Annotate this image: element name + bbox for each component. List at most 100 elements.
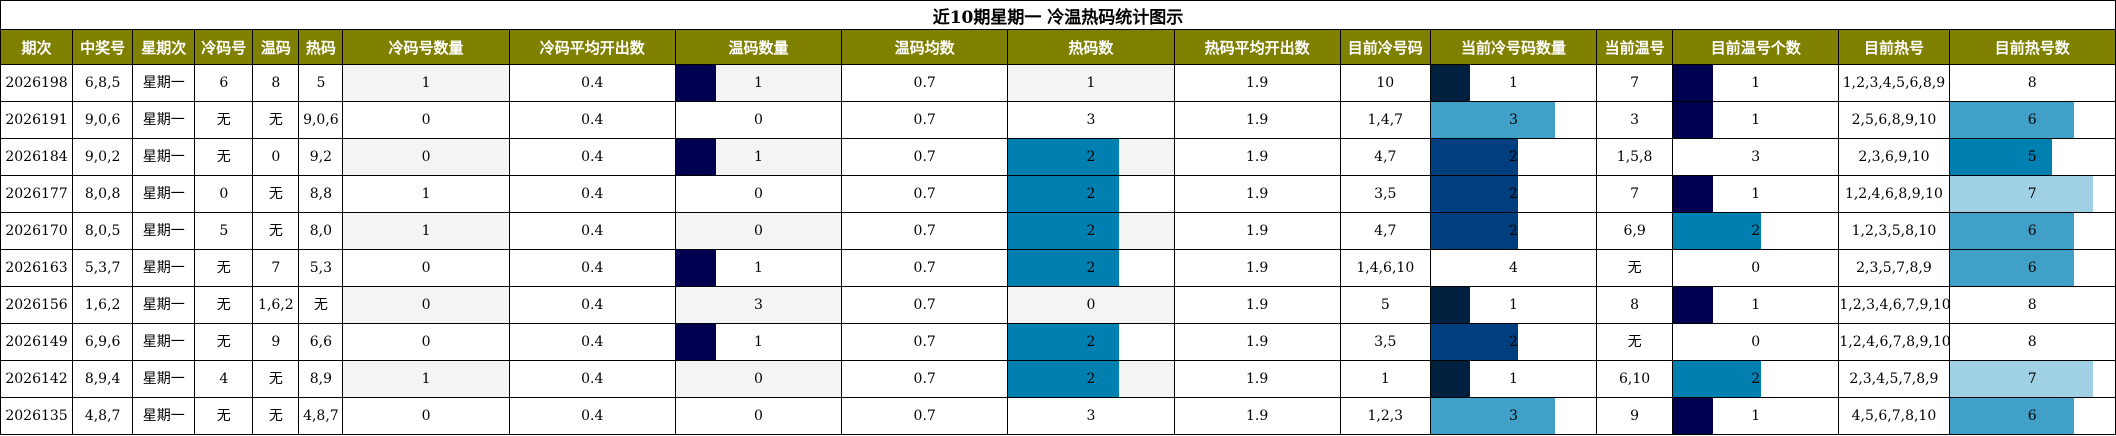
cell-value: 0.4 <box>581 371 604 387</box>
cell-value: 9 <box>271 334 281 350</box>
cell-value: 3 <box>1086 112 1096 128</box>
table-row: 2026198 6,8,5 星期一 6 8 5 1 0.4 1 0.7 1 1.9 10 1 7 1 1,2,3… <box>0 64 2116 102</box>
table-cell-wm: 无 <box>252 101 300 139</box>
table-cell-rm: 5,3 <box>298 249 344 287</box>
table-cell-dqwh: 8 <box>1596 286 1674 324</box>
table-cell-qi: 2026135 <box>0 397 74 435</box>
data-bar <box>1431 176 1519 212</box>
table-cell-wmsl: 1 <box>674 249 843 287</box>
table-cell-mqrhs: 7 <box>1948 175 2116 213</box>
cell-value: 无 <box>216 260 231 276</box>
cell-value: 0.7 <box>913 149 936 165</box>
table-row: 2026156 1,6,2 星期一 无 1,6,2 无 0 0.4 3 0.7 0 1.9 5 1 8 1 1,… <box>0 286 2116 324</box>
cell-value: 0 <box>421 149 431 165</box>
table-cell-wmsl: 0 <box>674 101 843 139</box>
table-cell-rmpj: 1.9 <box>1173 360 1341 398</box>
table-cell-lmsl: 0 <box>342 286 510 324</box>
cell-value: 1 <box>1380 371 1390 387</box>
cell-value: 1,2,4,6,8,9,10 <box>1844 186 1943 202</box>
table-cell-dqwh: 7 <box>1596 64 1674 102</box>
cell-value: 6,8,5 <box>84 75 121 91</box>
cell-value: 星期一 <box>142 75 185 91</box>
cell-value: 1.9 <box>1245 186 1269 202</box>
cell-value: 6,6 <box>309 334 333 350</box>
cell-value: 3,5 <box>1374 186 1397 202</box>
table-cell-xqc: 星期一 <box>132 64 196 102</box>
cell-value: 0.4 <box>581 223 604 239</box>
table-cell-qi: 2026184 <box>0 138 74 176</box>
table-row: 2026177 8,0,8 星期一 0 无 8,8 1 0.4 0 0.7 2 1.9 3,5 2 7 1 1,… <box>0 175 2116 213</box>
table-cell-dqwh: 无 <box>1596 323 1674 361</box>
table-cell-dqlhmsl: 2 <box>1429 175 1598 213</box>
cell-value: 2026177 <box>5 186 68 202</box>
table-cell-mqrhs: 8 <box>1948 286 2116 324</box>
table-cell-wmjs: 0.7 <box>841 64 1009 102</box>
cell-value: 1.9 <box>1245 297 1269 313</box>
table-cell-dqlhmsl: 1 <box>1429 64 1598 102</box>
table-cell-dqlhmsl: 3 <box>1429 101 1598 139</box>
table-cell-wmsl: 3 <box>674 286 843 324</box>
cell-value: 2 <box>1751 371 1761 387</box>
table-cell-lmsl: 1 <box>342 175 510 213</box>
data-bar <box>1950 139 2053 175</box>
table-cell-wmjs: 0.7 <box>841 212 1009 250</box>
table-cell-wm: 8 <box>252 64 300 102</box>
cell-value: 0 <box>754 186 763 202</box>
data-bar <box>676 65 716 101</box>
table-cell-rms: 2 <box>1007 360 1175 398</box>
cell-value: 1 <box>1086 75 1096 91</box>
cell-value: 0.7 <box>913 75 936 91</box>
cell-value: 0.7 <box>913 112 936 128</box>
table-cell-dqlhmsl: 1 <box>1429 286 1598 324</box>
table-cell-lmpj: 0.4 <box>508 212 676 250</box>
table-cell-rm: 8,9 <box>298 360 344 398</box>
cell-value: 2 <box>1508 223 1518 239</box>
table-cell-wmjs: 0.7 <box>841 175 1009 213</box>
cell-value: 6 <box>219 75 229 91</box>
cell-value: 2026156 <box>5 297 68 313</box>
cell-value: 1.9 <box>1245 371 1269 387</box>
cell-value: 星期一 <box>142 112 185 128</box>
table-row: 2026142 8,9,4 星期一 4 无 8,9 1 0.4 0 0.7 2 1.9 1 1 6,10 2 2… <box>0 360 2116 398</box>
column-header: 目前温号个数 <box>1672 29 1840 65</box>
table-row: 2026163 5,3,7 星期一 无 7 5,3 0 0.4 1 0.7 2 1.9 1,4,6,10… <box>0 249 2116 287</box>
cell-value: 1,2,3 <box>1367 408 1404 424</box>
table-cell-lmsl: 1 <box>342 212 510 250</box>
table-row: 2026191 9,0,6 星期一 无 无 9,0,6 0 0.4 0 0.7 3 1.9 1,4,7 3… <box>0 101 2116 139</box>
data-bar <box>1673 102 1713 138</box>
table-cell-zjh: 1,6,2 <box>72 286 134 324</box>
table-cell-xqc: 星期一 <box>132 397 196 435</box>
table-cell-wmjs: 0.7 <box>841 323 1009 361</box>
cell-value: 5 <box>1380 297 1390 313</box>
table-cell-dqlhmsl: 3 <box>1429 397 1598 435</box>
cell-value: 无 <box>268 186 283 202</box>
cell-value: 8 <box>1630 297 1640 313</box>
header-row: 期次 中奖号 星期次 冷码号 温码 热码 冷码号数量 冷码平均开出数 温码数量 温码均数 热码数 热码… <box>0 29 2116 65</box>
table-cell-mqwhgs: 1 <box>1672 101 1840 139</box>
data-bar <box>1431 102 1555 138</box>
cell-value: 0 <box>421 260 431 276</box>
table-cell-zjh: 9,0,2 <box>72 138 134 176</box>
cell-value: 2 <box>1086 149 1096 165</box>
table-cell-wmsl: 0 <box>674 175 843 213</box>
cell-value: 0 <box>219 186 229 202</box>
table-cell-lm: 无 <box>194 249 254 287</box>
cell-value: 6,9 <box>1623 223 1646 239</box>
table-row: 2026184 9,0,2 星期一 无 0 9,2 0 0.4 1 0.7 2 1.9 4,7 2 1,5,… <box>0 138 2116 176</box>
table-cell-lmpj: 0.4 <box>508 360 676 398</box>
table-cell-lmpj: 0.4 <box>508 397 676 435</box>
cell-value: 6 <box>2027 223 2037 239</box>
table-cell-mqrhs: 8 <box>1948 323 2116 361</box>
cell-value: 2 <box>1751 223 1761 239</box>
cell-value: 1.9 <box>1245 112 1269 128</box>
table-cell-wmjs: 0.7 <box>841 360 1009 398</box>
table-cell-lmsl: 1 <box>342 360 510 398</box>
cell-value: 2 <box>1086 260 1096 276</box>
column-header: 温码 <box>252 29 300 65</box>
cell-value: 9,0,6 <box>303 112 339 128</box>
data-bar <box>1008 139 1119 175</box>
cell-value: 0 <box>1086 297 1096 313</box>
table-cell-lmsl: 0 <box>342 323 510 361</box>
table-cell-zjh: 5,3,7 <box>72 249 134 287</box>
cell-value: 0.4 <box>581 297 604 313</box>
